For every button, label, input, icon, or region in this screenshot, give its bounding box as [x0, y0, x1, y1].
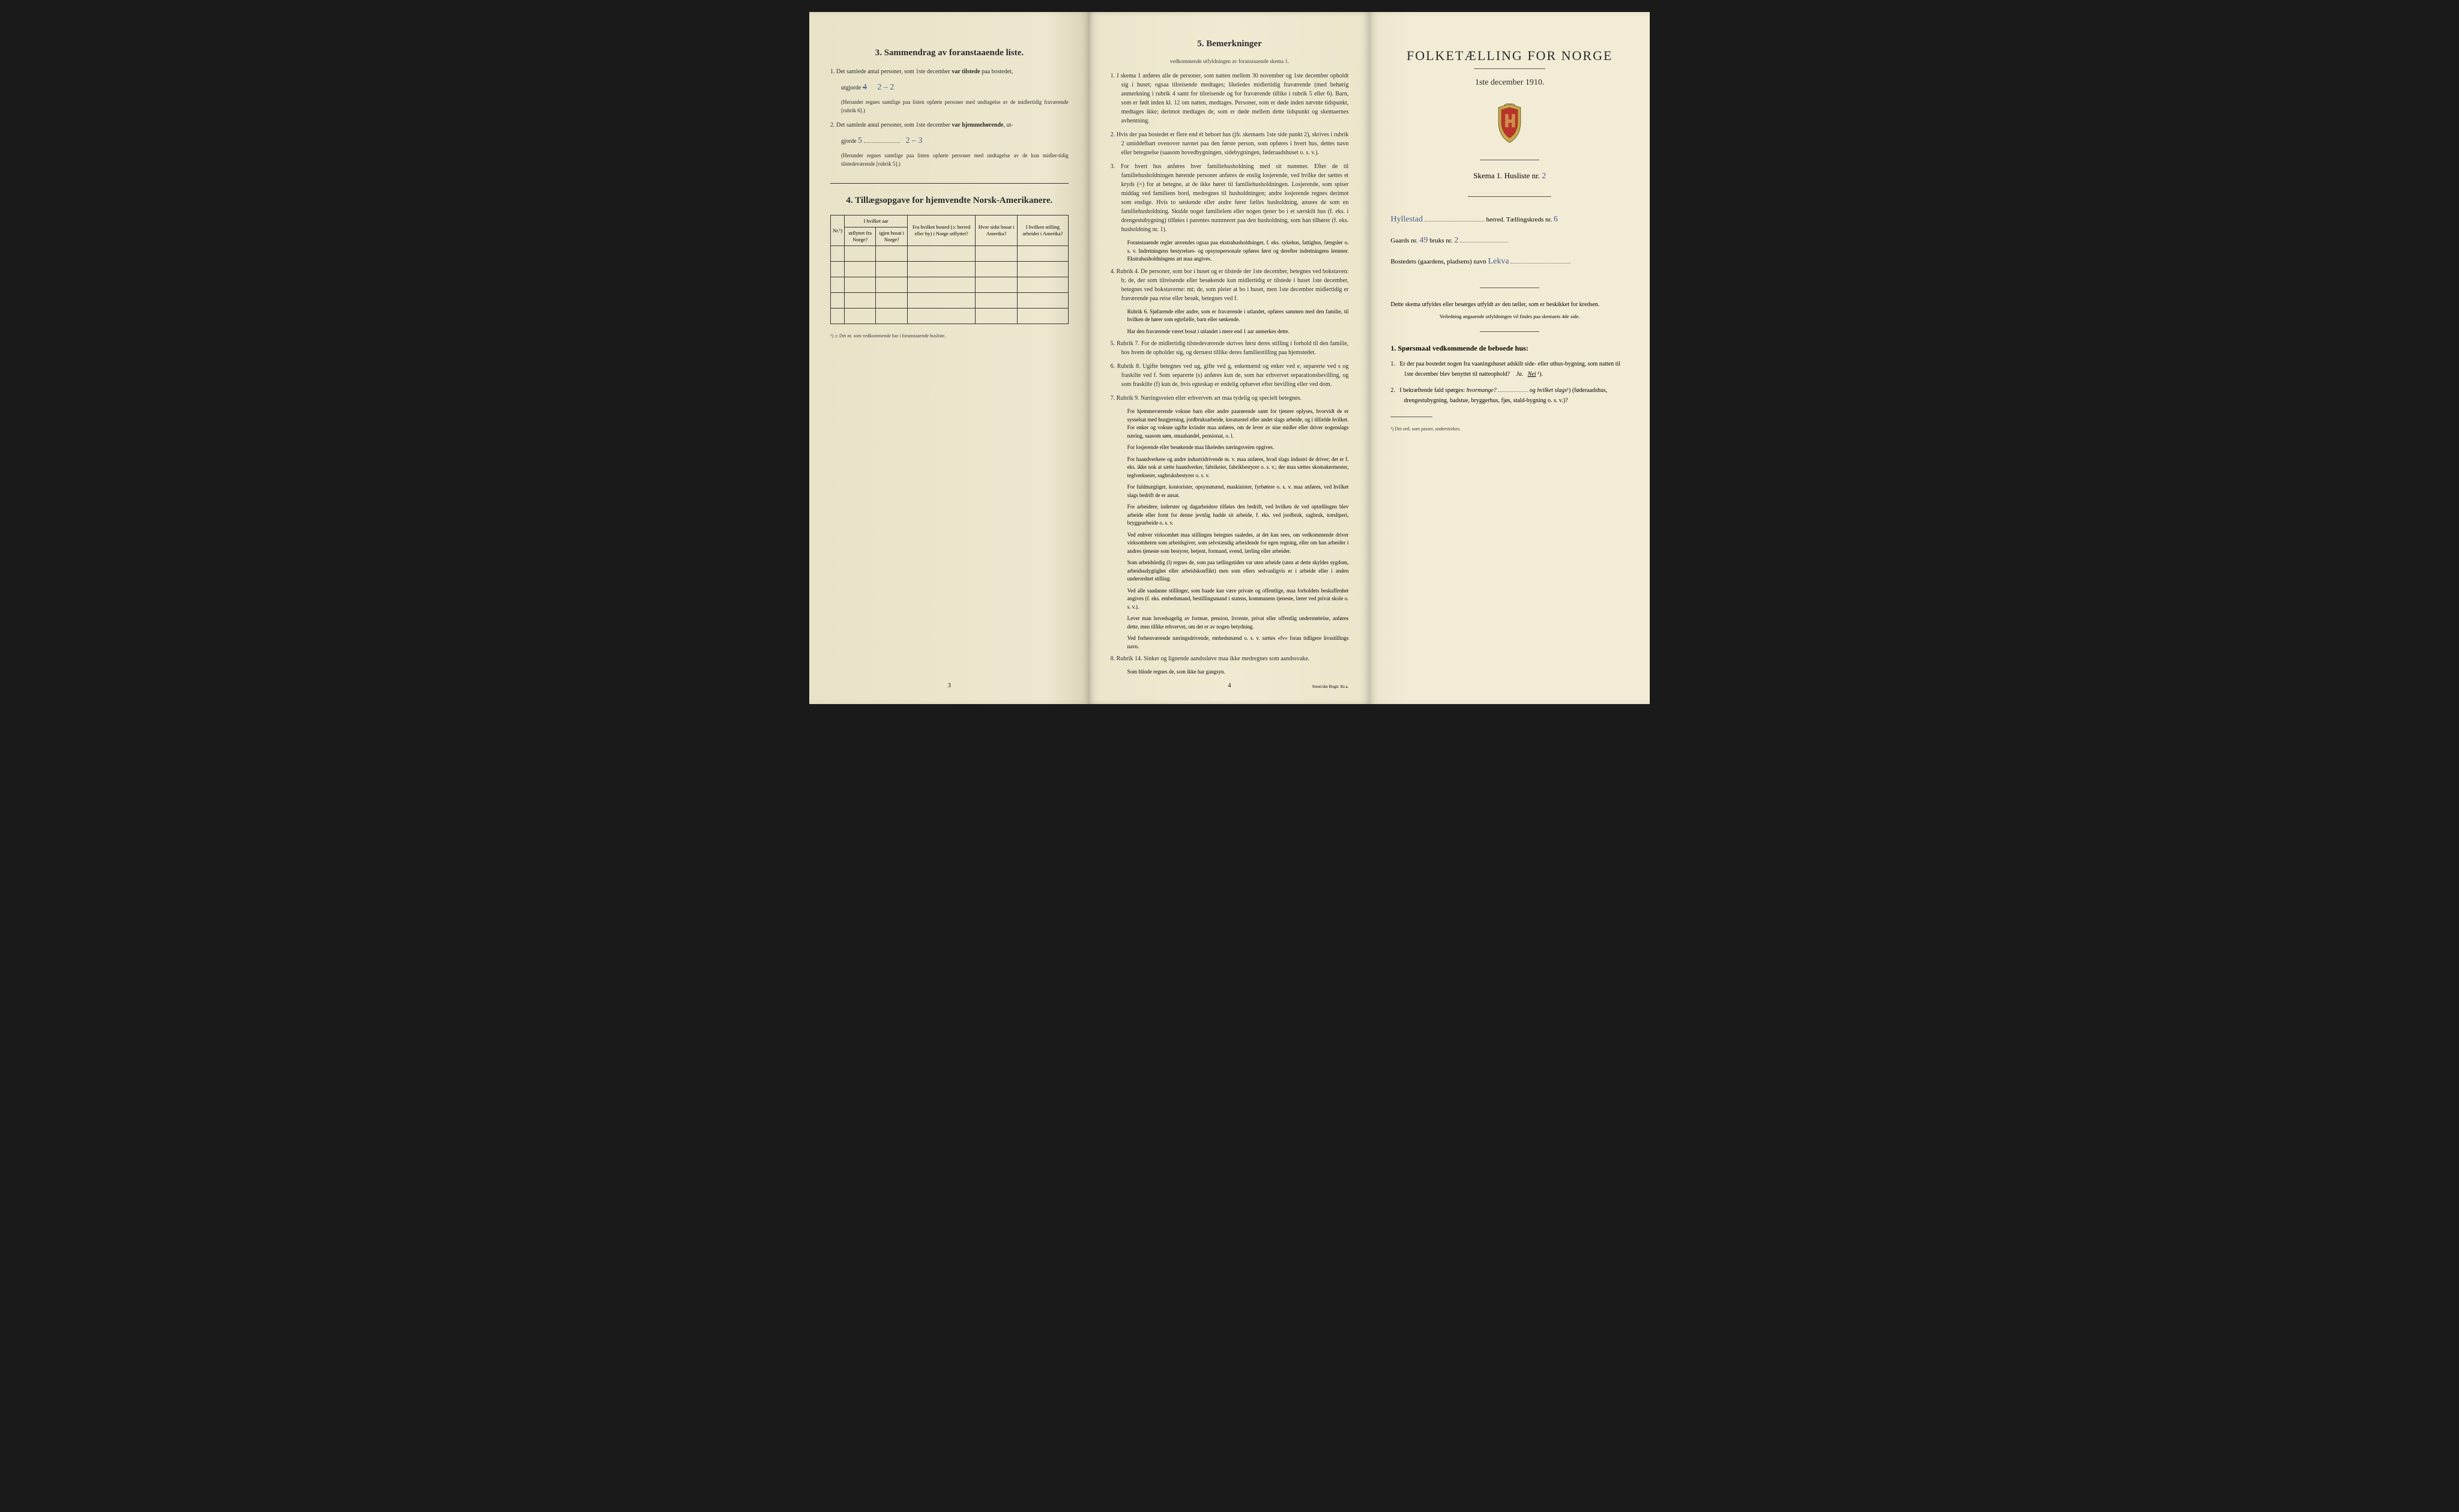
th-sidst-bosat: Hvor sidst bosat i Amerika? [976, 215, 1018, 246]
title-rule [1474, 68, 1545, 69]
page-number-3: 3 [948, 682, 951, 689]
page-number-4: 4 [1228, 682, 1231, 689]
item1-bold: var tilstede [952, 68, 980, 75]
q-rule [1480, 331, 1539, 332]
table-row [831, 246, 1069, 262]
bemerk-3a: Foranstaaende regler anvendes ogsaa paa … [1111, 239, 1349, 264]
bemerk-2: 2. Hvis der paa bostedet er flere end ét… [1111, 130, 1349, 157]
item1-handwritten-2: 2 – 2 [877, 83, 894, 92]
item1-suffix: paa bostedet, [980, 68, 1013, 75]
right-footnote: ¹) Det ord, som passer, understrekes. [1390, 426, 1629, 432]
instruction-text: Dette skema utfyldes eller besørges utfy… [1390, 300, 1629, 310]
bemerk-7e: For arbeidere, inderster og dagarbeidere… [1111, 503, 1349, 528]
th-fra-bosted: Fra hvilket bosted (ɔ: herred eller by) … [908, 215, 976, 246]
bemerk-1: 1. I skema 1 anføres alle de personer, s… [1111, 71, 1349, 125]
section-3-item-2: 2. Det samlede antal personer, som 1ste … [830, 121, 1069, 130]
gaards-prefix: Gaards nr. [1390, 237, 1419, 244]
bemerk-4a: Rubrik 6. Sjøfarende eller andre, som er… [1111, 308, 1349, 324]
divider [830, 183, 1069, 184]
item1-handwritten-1: 4 [863, 83, 867, 92]
bruks-prefix: bruks nr. [1429, 237, 1454, 244]
bemerk-7g: Som arbeidsledig (l) regnes de, som paa … [1111, 559, 1349, 583]
item1-line2-prefix: utgjorde [841, 85, 863, 91]
page-left: 3. Sammendrag av foranstaaende liste. 1.… [809, 12, 1090, 704]
section-4-title: 4. Tillægsopgave for hjemvendte Norsk-Am… [830, 196, 1069, 206]
bemerk-3: 3. For hvert hus anføres hver familiehus… [1111, 162, 1349, 234]
bruks-nr: 2 [1454, 236, 1458, 245]
bemerk-7j: Ved forhenværende næringsdrivende, embed… [1111, 634, 1349, 651]
bemerk-6: 6. Rubrik 8. Ugifte betegnes ved ug, gif… [1111, 362, 1349, 389]
section-4-footnote: ¹) ɔ: Det nr. som vedkommende har i fora… [830, 333, 1069, 339]
printer-note: Steen'ske Bogtr. Kr.a. [1312, 684, 1349, 689]
skema-prefix: Skema 1. Husliste nr. [1473, 171, 1542, 180]
answer-nei: Nei [1528, 371, 1536, 378]
bemerk-7a: For hjemmeværende voksne barn eller andr… [1111, 408, 1349, 440]
page-right: FOLKETÆLLING FOR NORGE 1ste december 191… [1369, 12, 1650, 704]
bemerk-7h: Ved alle saadanne stillinger, som baade … [1111, 587, 1349, 612]
item2-bold: var hjemmehørende [952, 122, 1003, 128]
dotted-line [864, 142, 900, 143]
section-4-table: Nr.¹) I hvilket aar Fra hvilket bosted (… [830, 215, 1069, 324]
table-row [831, 262, 1069, 277]
section-3-item-2-note: (Herunder regnes samtlige paa listen opf… [830, 152, 1069, 168]
date-line: 1ste december 1910. [1390, 78, 1629, 88]
bemerk-8: 8. Rubrik 14. Sinker og lignende aandssl… [1111, 654, 1349, 663]
th-igjen-bosat: igjen bosat i Norge? [876, 227, 908, 246]
table-row [831, 277, 1069, 293]
bemerk-4b: Har den fraværende været bosat i utlande… [1111, 328, 1349, 336]
kreds-nr: 6 [1554, 215, 1558, 224]
dotted-line [1510, 263, 1570, 264]
question-heading: 1. Spørsmaal vedkommende de beboede hus: [1390, 344, 1629, 353]
item2-handwritten-1: 5 [858, 136, 862, 145]
bemerk-7c: For haandverkere og andre industridriven… [1111, 456, 1349, 480]
section-5-subtitle: vedkommende utfyldningen av foranstaaend… [1111, 58, 1349, 64]
gaards-line: Gaards nr. 49 bruks nr. 2 [1390, 233, 1629, 248]
herred-label: herred. Tællingskreds nr. [1486, 216, 1554, 223]
bemerk-7f: Ved enhver virksomhet maa stillingen bet… [1111, 531, 1349, 556]
section-3-item-1: 1. Det samlede antal personer, som 1ste … [830, 67, 1069, 76]
table-row [831, 293, 1069, 309]
question-2: 2. I bekræftende fald spørges: hvormange… [1390, 385, 1629, 406]
th-stilling: I hvilken stilling arbeidet i Amerika? [1018, 215, 1069, 246]
table-header-row-1: Nr.¹) I hvilket aar Fra hvilket bosted (… [831, 215, 1069, 227]
table-row [831, 309, 1069, 324]
bemerk-8a: Som blinde regnes de, som ikke har gangs… [1111, 668, 1349, 676]
section-5-title: 5. Bemerkninger [1111, 39, 1349, 49]
bemerk-7d: For fuldmægtiger, kontorister, opsynsmæn… [1111, 483, 1349, 499]
main-title: FOLKETÆLLING FOR NORGE [1390, 48, 1629, 64]
bemerk-7b: For losjerende eller besøkende maa likel… [1111, 444, 1349, 452]
item2-prefix: 2. Det samlede antal personer, som 1ste … [830, 122, 952, 128]
bemerk-7i: Lever man hovedsagelig av formue, pensio… [1111, 615, 1349, 631]
th-utflyttet: utflyttet fra Norge? [845, 227, 876, 246]
bosted-line: Bostedets (gaardens, pladsens) navn Lekv… [1390, 254, 1629, 269]
item2-line2-prefix: gjorde [841, 138, 858, 145]
th-aar: I hvilket aar [845, 215, 908, 227]
skema-line: Skema 1. Husliste nr. 2 [1390, 171, 1629, 181]
bemerk-5: 5. Rubrik 7. For de midlertidig tilstede… [1111, 339, 1349, 357]
bosted-prefix: Bostedets (gaardens, pladsens) navn [1390, 258, 1488, 265]
herred-line: Hyllestad herred. Tællingskreds nr. 6 [1390, 212, 1629, 227]
section-3-item-2-line2: gjorde 5 2 – 3 [830, 134, 1069, 147]
husliste-nr: 2 [1542, 172, 1546, 181]
instruction-small: Veiledning angaaende utfyldningen vil fi… [1390, 313, 1629, 319]
bemerk-7: 7. Rubrik 9. Næringsveien eller erhverve… [1111, 394, 1349, 403]
coat-of-arms-icon [1390, 103, 1629, 148]
page-middle: 5. Bemerkninger vedkommende utfyldningen… [1090, 12, 1370, 704]
section-3-item-1-note: (Herunder regnes samtlige paa listen opf… [830, 98, 1069, 115]
item2-suffix: , ut- [1003, 122, 1013, 128]
section-3-title: 3. Sammendrag av foranstaaende liste. [830, 48, 1069, 58]
item1-prefix: 1. Det samlede antal personer, som 1ste … [830, 68, 952, 75]
bosted-navn: Lekva [1488, 257, 1509, 266]
bemerk-4: 4. Rubrik 4. De personer, som bor i huse… [1111, 267, 1349, 303]
skema-rule [1468, 196, 1551, 197]
section-3-item-1-line2: utgjorde 4 2 – 2 [830, 81, 1069, 94]
th-nr: Nr.¹) [831, 215, 845, 246]
question-1: 1. Er der paa bostedet nogen fra vaaning… [1390, 359, 1629, 379]
gaards-nr: 49 [1419, 236, 1428, 245]
document-spread: 3. Sammendrag av foranstaaende liste. 1.… [809, 12, 1650, 704]
item2-handwritten-2: 2 – 3 [906, 136, 923, 145]
herred-name: Hyllestad [1390, 215, 1423, 224]
